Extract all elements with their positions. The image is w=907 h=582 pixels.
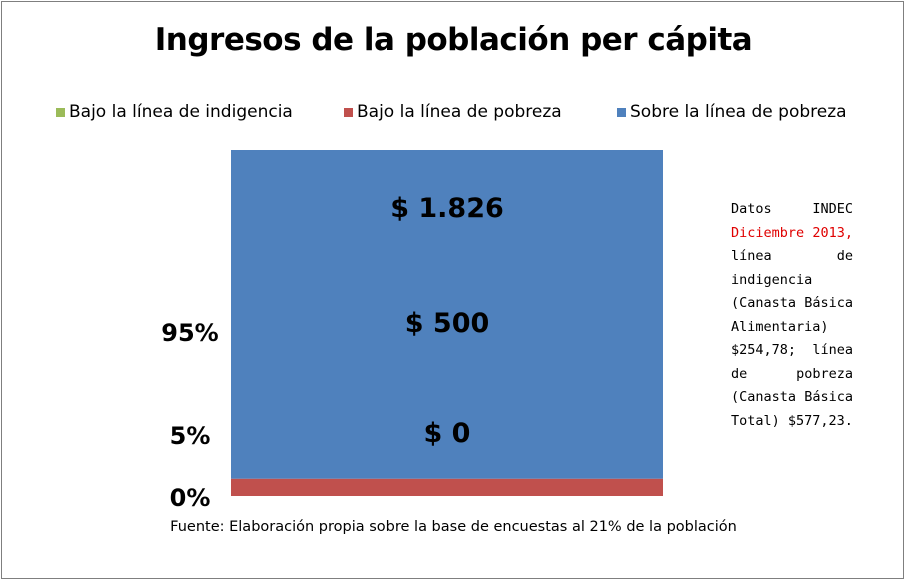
legend-swatch-sobre-pobreza	[617, 107, 626, 117]
legend: Bajo la línea de indigencia Bajo la líne…	[0, 102, 907, 124]
legend-item-indigencia: Bajo la línea de indigencia	[56, 102, 293, 122]
legend-label-indigencia: Bajo la línea de indigencia	[69, 102, 293, 122]
legend-label-pobreza: Bajo la línea de pobreza	[357, 102, 562, 122]
legend-swatch-indigencia	[56, 107, 65, 117]
bar-label-0: $ 0	[424, 418, 471, 449]
bar-label-1: $ 500	[405, 308, 490, 339]
note-date: Diciembre 2013,	[731, 224, 853, 241]
data-note: Datos INDEC Diciembre 2013, línea de ind…	[731, 198, 853, 433]
bar-segment-1	[231, 478, 663, 496]
legend-item-pobreza: Bajo la línea de pobreza	[344, 102, 562, 122]
y-axis-label-0: 0%	[170, 484, 211, 512]
bar-label-2: $ 1.826	[390, 193, 504, 224]
note-rest: línea de indigencia (Canasta Básica Alim…	[731, 248, 853, 429]
source-note: Fuente: Elaboración propia sobre la base…	[170, 519, 737, 535]
y-axis-label-1: 5%	[170, 422, 211, 450]
legend-item-sobre-pobreza: Sobre la línea de pobreza	[617, 102, 847, 122]
bar-segment-2	[231, 150, 663, 479]
y-axis-label-2: 95%	[161, 319, 218, 347]
chart-title: Ingresos de la población per cápita	[154, 22, 753, 58]
note-line1: Datos INDEC	[731, 201, 853, 217]
legend-swatch-pobreza	[344, 107, 353, 117]
legend-label-sobre-pobreza: Sobre la línea de pobreza	[630, 102, 847, 122]
